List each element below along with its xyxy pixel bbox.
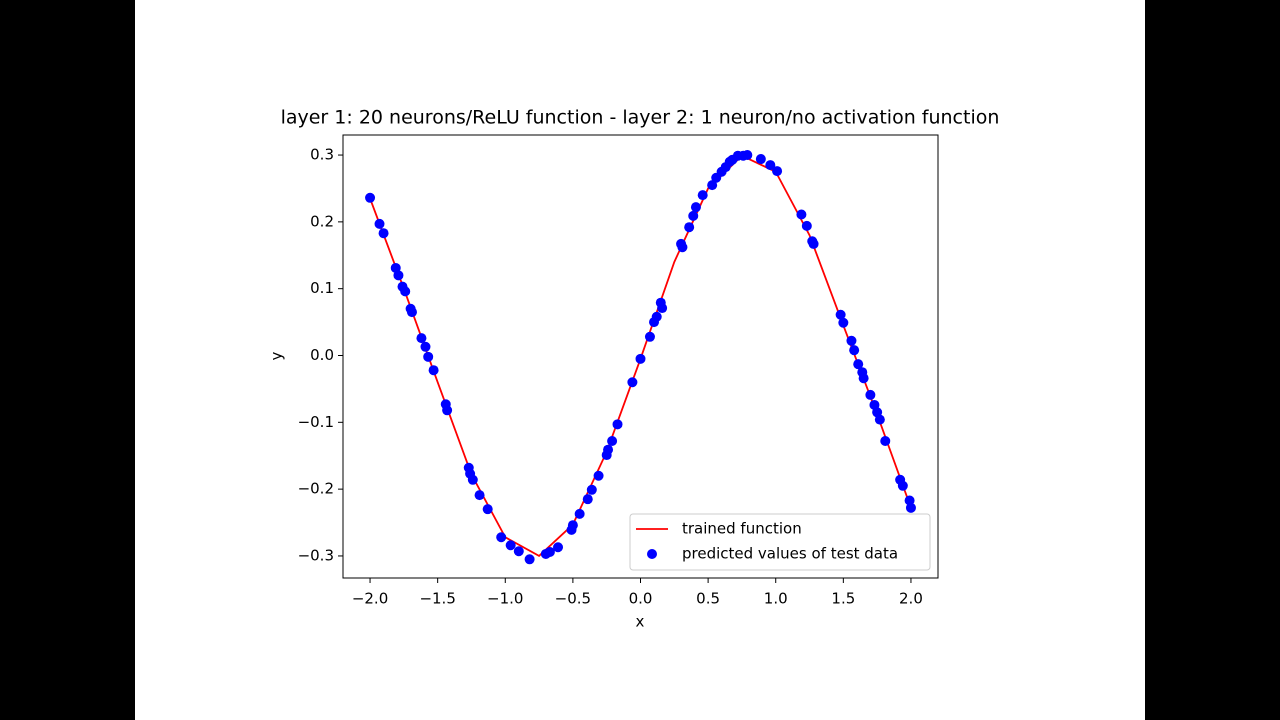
point [406, 307, 417, 318]
x-tick-label: −1.0 [487, 590, 523, 608]
point [627, 377, 638, 388]
point [874, 414, 885, 425]
plot-frame [342, 134, 939, 579]
point [393, 270, 404, 281]
point [423, 351, 434, 362]
point [796, 209, 807, 220]
y-tick-label: −0.1 [298, 413, 334, 431]
x-tick-label: 1.5 [831, 590, 855, 608]
point [688, 210, 699, 221]
point [846, 335, 857, 346]
point [772, 166, 783, 177]
point [378, 228, 389, 239]
y-tick-label: −0.3 [298, 546, 334, 564]
legend-label: trained function [682, 520, 802, 538]
point [657, 303, 668, 314]
point [567, 520, 578, 531]
point [835, 309, 846, 320]
y-tick-label: 0.0 [310, 346, 334, 364]
point [651, 311, 662, 322]
point [858, 373, 869, 384]
point [905, 502, 916, 513]
point [612, 419, 623, 430]
point [808, 238, 819, 249]
point [524, 554, 535, 565]
point [496, 532, 507, 543]
y-tick-label: 0.1 [310, 279, 334, 297]
point [838, 317, 849, 328]
point [865, 389, 876, 400]
point [586, 484, 597, 495]
point [505, 540, 516, 551]
point [442, 405, 453, 416]
x-tick-label: −2.0 [352, 590, 388, 608]
point [416, 333, 427, 344]
point [635, 353, 646, 364]
x-tick-label: 1.0 [764, 590, 788, 608]
legend [629, 513, 931, 571]
point [742, 150, 753, 161]
point [644, 331, 655, 342]
point [513, 546, 524, 557]
x-tick-label: 0.5 [696, 590, 720, 608]
point [467, 474, 478, 485]
point [482, 504, 493, 515]
point [684, 222, 695, 233]
point [690, 202, 701, 213]
point [755, 154, 766, 165]
point [593, 470, 604, 481]
y-axis-label: y [268, 351, 286, 360]
point [474, 490, 485, 501]
y-tick-label: 0.2 [310, 212, 334, 230]
x-tick-label: −0.5 [555, 590, 591, 608]
point [374, 218, 385, 229]
legend-marker [647, 549, 657, 559]
point [400, 286, 411, 297]
y-tick-label: 0.3 [310, 146, 334, 164]
point [880, 436, 891, 447]
legend-label: predicted values of test data [682, 545, 898, 563]
y-tick-label: −0.2 [298, 480, 334, 498]
point [607, 436, 618, 447]
point [603, 444, 614, 455]
point [801, 220, 812, 231]
point [428, 365, 439, 376]
chart-title: layer 1: 20 neurons/ReLU function - laye… [281, 107, 1000, 129]
point [582, 494, 593, 505]
x-tick-label: 2.0 [899, 590, 923, 608]
point [765, 160, 776, 171]
point [420, 341, 431, 352]
point [544, 546, 555, 557]
x-axis-label: x [636, 613, 645, 631]
point [365, 192, 376, 203]
point [553, 542, 564, 553]
x-tick-label: 0.0 [629, 590, 653, 608]
point [849, 345, 860, 356]
point [707, 180, 718, 191]
point [853, 359, 864, 370]
point [677, 242, 688, 253]
point [697, 190, 708, 201]
point [897, 480, 908, 491]
x-tick-label: −1.5 [419, 590, 455, 608]
point [574, 508, 585, 519]
